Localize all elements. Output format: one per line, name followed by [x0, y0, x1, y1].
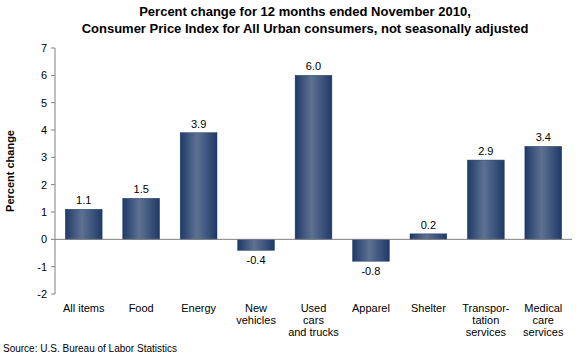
text-line: tation	[472, 314, 499, 326]
text-line: Transpor-	[462, 302, 510, 314]
baseline	[55, 239, 572, 240]
text-line: Food	[129, 302, 154, 314]
bar	[65, 209, 102, 239]
bar	[123, 198, 160, 239]
x-tick-label: All items	[63, 302, 105, 314]
y-axis-label: Percent change	[4, 130, 16, 212]
bar	[525, 146, 562, 239]
data-label: 1.1	[76, 194, 91, 206]
text-line: Percent change for 12 months ended Novem…	[139, 4, 471, 19]
data-label: -0.4	[247, 254, 266, 266]
y-tick	[51, 184, 55, 185]
text-line: All items	[63, 302, 105, 314]
chart-container: Percent change for 12 months ended Novem…	[0, 0, 580, 360]
data-label: 1.5	[134, 183, 149, 195]
y-tick-label: 1	[41, 206, 47, 218]
source-note: Source: U.S. Bureau of Labor Statistics	[3, 343, 177, 354]
data-label: -0.8	[361, 265, 380, 277]
bar	[353, 239, 390, 261]
y-tick	[51, 239, 55, 240]
x-tick-label: Food	[129, 302, 154, 314]
y-tick-label: -1	[37, 261, 47, 273]
bar	[180, 133, 217, 240]
text-line: and trucks	[288, 326, 339, 338]
x-tick-label: Usedcarsand trucks	[288, 302, 339, 338]
data-label: 0.2	[421, 219, 436, 231]
x-tick-label: Transpor-tationservices	[462, 302, 510, 338]
y-tick-label: 4	[41, 124, 47, 136]
chart-title: Percent change for 12 months ended Novem…	[82, 4, 529, 36]
data-label: 3.4	[536, 131, 551, 143]
text-line: Shelter	[411, 302, 446, 314]
y-tick	[51, 157, 55, 158]
y-axis-line	[55, 48, 56, 294]
y-tick-label: 6	[41, 69, 47, 81]
y-tick-label: -2	[37, 288, 47, 300]
data-label: 2.9	[478, 145, 493, 157]
y-tick	[51, 75, 55, 76]
text-line: New	[245, 302, 267, 314]
y-tick	[51, 48, 55, 49]
y-tick-label: 0	[41, 233, 47, 245]
y-tick	[51, 212, 55, 213]
y-tick	[51, 294, 55, 295]
bar	[467, 160, 504, 239]
text-line: vehicles	[236, 314, 276, 326]
text-line: Consumer Price Index for All Urban consu…	[82, 21, 529, 36]
x-tick-label: Energy	[181, 302, 216, 314]
y-tick-label: 7	[41, 42, 47, 54]
x-tick-label: Shelter	[411, 302, 446, 314]
data-label: 6.0	[306, 60, 321, 72]
text-line: Apparel	[352, 302, 390, 314]
text-line: care	[533, 314, 554, 326]
text-line: services	[466, 326, 507, 338]
data-label: 3.9	[191, 118, 206, 130]
chart-svg: Percent change for 12 months ended Novem…	[0, 0, 580, 360]
y-tick	[51, 130, 55, 131]
y-tick-label: 3	[41, 151, 47, 163]
text-line: services	[523, 326, 564, 338]
y-tick	[51, 102, 55, 103]
text-line: Energy	[181, 302, 216, 314]
y-tick-label: 5	[41, 97, 47, 109]
text-line: cars	[303, 314, 324, 326]
bar	[410, 234, 447, 239]
y-tick-label: 2	[41, 179, 47, 191]
x-tick-label: Apparel	[352, 302, 390, 314]
bars	[65, 75, 561, 261]
x-tick-label: Newvehicles	[236, 302, 276, 326]
bar	[295, 75, 332, 239]
bar	[238, 239, 275, 250]
text-line: Medical	[524, 302, 562, 314]
text-line: Used	[301, 302, 327, 314]
x-tick-label: Medicalcareservices	[523, 302, 564, 338]
y-tick	[51, 266, 55, 267]
